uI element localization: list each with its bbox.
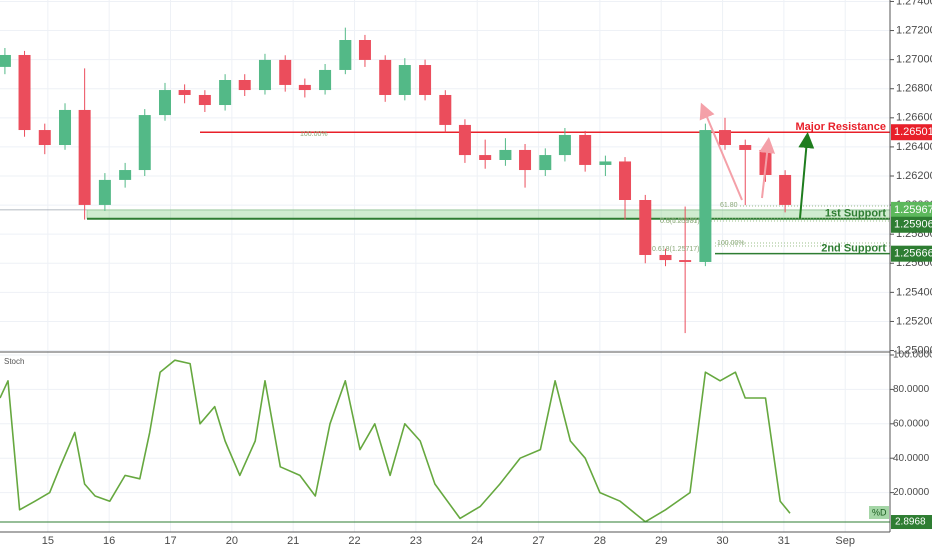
y-tick-label: 1.26600 — [896, 112, 932, 124]
candle-body — [279, 59, 292, 85]
candle-body — [238, 80, 251, 91]
legend-box — [869, 506, 889, 519]
x-tick-label: 24 — [471, 535, 483, 547]
candle-body — [699, 130, 712, 262]
price-axis — [890, 0, 932, 550]
price-box-label: 1.25967 — [894, 204, 932, 216]
candle-body — [78, 109, 91, 205]
level-label: 1st Support — [825, 208, 886, 220]
value-box — [891, 515, 932, 530]
candle-body — [298, 84, 311, 91]
candle-body — [198, 94, 211, 106]
price-box-label: 1.25906 — [894, 219, 932, 231]
candle-body — [719, 130, 732, 146]
candle-body — [178, 90, 191, 95]
candle-body — [358, 40, 371, 60]
y-tick-label: 1.27000 — [896, 54, 932, 66]
y-tick-label: 40.0000 — [893, 453, 930, 464]
x-tick-label: 22 — [348, 535, 360, 547]
marks — [0, 27, 891, 523]
y-tick-label: 100.0000 — [893, 350, 932, 361]
arrow — [759, 137, 776, 199]
fib-label: 0.5(1.25931) — [660, 218, 700, 225]
fib-label: 100.00% — [300, 131, 328, 138]
candle-body — [619, 161, 632, 200]
candle-body — [499, 149, 512, 160]
x-tick-label: 31 — [778, 535, 790, 547]
y-tick-label: 1.27200 — [896, 24, 932, 36]
level-label: 2nd Support — [821, 243, 886, 255]
candle-body — [539, 155, 552, 171]
candle-body — [339, 40, 352, 70]
candle-body — [59, 109, 72, 146]
candle-body — [479, 155, 492, 160]
price-box-label: 1.25666 — [894, 248, 932, 260]
candle-body — [579, 134, 592, 165]
candle-body — [119, 170, 132, 180]
candle-body — [158, 90, 171, 116]
y-tick-label: 1.26400 — [896, 141, 932, 153]
candle-body — [18, 54, 31, 131]
candle-body — [679, 260, 692, 262]
x-tick-label: 17 — [164, 535, 176, 547]
candle-body — [639, 200, 652, 255]
y-tick-label: 60.0000 — [893, 418, 930, 429]
y-tick-label: 1.26200 — [896, 170, 932, 182]
x-tick-label: 29 — [655, 535, 667, 547]
candle-body — [379, 59, 392, 95]
arrow — [798, 132, 815, 219]
level-label: Major Resistance — [796, 121, 886, 133]
price-box — [891, 201, 932, 218]
x-tick-label: Sep — [835, 535, 855, 547]
legend-label: %D — [872, 507, 887, 517]
candle-body — [519, 149, 532, 171]
candle-body — [419, 65, 432, 95]
candle-body — [98, 179, 111, 205]
price-box — [891, 124, 932, 141]
value-box-label: 2.8968 — [895, 517, 926, 528]
price-box-label: 1.26501 — [894, 126, 932, 138]
y-tick-label: 1.27400 — [896, 0, 932, 7]
stoch-line — [0, 359, 791, 523]
candle-body — [599, 161, 612, 165]
y-tick-label: 1.25200 — [896, 315, 932, 327]
candle-body — [319, 69, 332, 91]
candle-body — [398, 65, 411, 95]
y-tick-label: 1.25000 — [896, 344, 932, 356]
price-box — [891, 216, 932, 233]
candle-body — [739, 145, 752, 150]
y-tick-label: 80.0000 — [893, 384, 930, 395]
fib-label: 100.00% — [717, 240, 745, 247]
candle-body — [38, 130, 51, 146]
candle-body — [258, 59, 271, 91]
y-tick-label: 1.26800 — [896, 83, 932, 95]
candle-body — [0, 54, 11, 67]
candle-body — [458, 124, 471, 156]
x-tick-label: 23 — [410, 535, 422, 547]
x-tick-label: 28 — [594, 535, 606, 547]
y-tick-label: 1.25400 — [896, 286, 932, 298]
x-tick-label: 16 — [103, 535, 115, 547]
arrow — [699, 102, 743, 201]
labels: 1.27400 1.27200 1.27000 1.26800 1.26600 1.264… — [42, 0, 932, 547]
x-tick-label: 20 — [226, 535, 238, 547]
price-box — [891, 245, 932, 262]
x-tick-label: 27 — [532, 535, 544, 547]
candle-body — [558, 134, 571, 156]
pane-title: Stoch — [4, 357, 24, 366]
y-tick-label: 20.0000 — [893, 487, 930, 498]
fib-label: 61.80 — [720, 202, 738, 209]
candle-body — [219, 80, 232, 106]
support-zone — [86, 209, 891, 220]
candle-body — [659, 254, 672, 261]
candle-body — [138, 115, 151, 171]
fib-label: 0.618(1.25717) — [652, 246, 699, 253]
x-tick-label: 15 — [42, 535, 54, 547]
candle-body — [439, 94, 452, 125]
candle-body — [779, 174, 792, 205]
x-tick-label: 21 — [287, 535, 299, 547]
x-tick-label: 30 — [716, 535, 728, 547]
